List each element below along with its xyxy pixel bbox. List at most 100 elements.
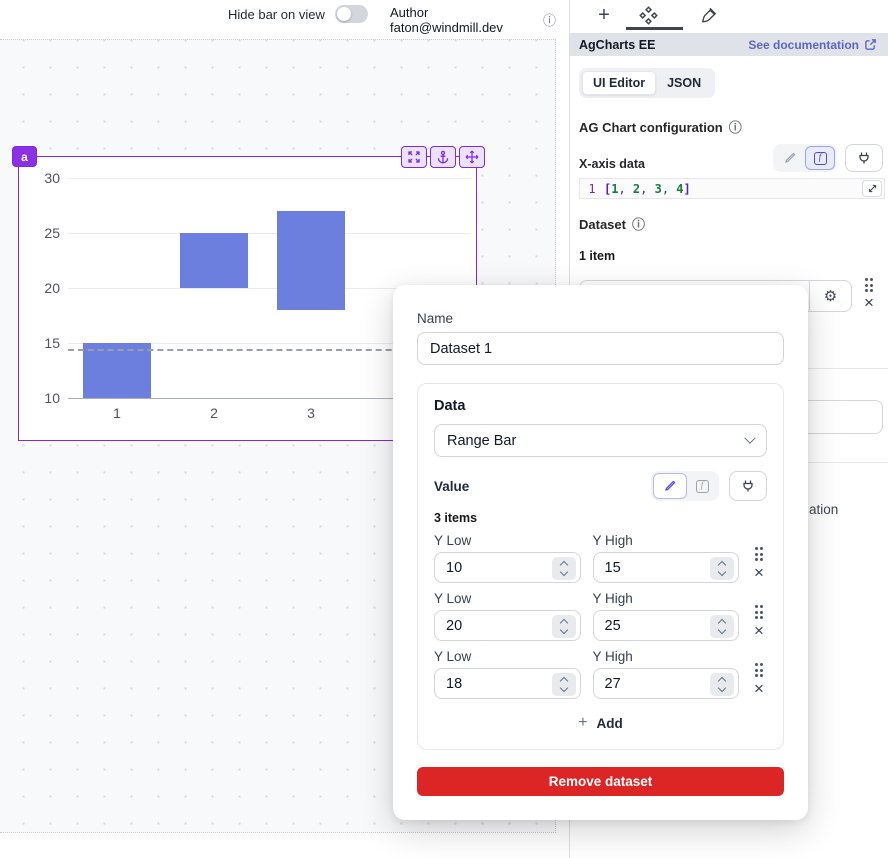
y-high-input[interactable]: [593, 559, 695, 576]
value-item-row: Y Low Y High ×: [434, 649, 767, 699]
data-section-title: Data: [434, 398, 466, 414]
hide-bar-group: Hide bar on view: [228, 5, 368, 23]
number-stepper[interactable]: [710, 556, 734, 580]
info-icon[interactable]: ⓘ: [542, 12, 556, 28]
drag-handle-icon[interactable]: [754, 605, 764, 619]
y-axis-tick-label: 15: [44, 335, 60, 351]
y-low-input[interactable]: [435, 675, 537, 692]
value-item-row: Y Low Y High ×: [434, 533, 767, 583]
styling-tab[interactable]: [696, 3, 720, 27]
row-rail: ×: [751, 649, 767, 699]
hide-bar-label: Hide bar on view: [228, 6, 325, 22]
pencil-function-group: f: [773, 144, 837, 172]
x-axis-tick-label: 3: [307, 405, 315, 421]
y-axis-tick-label: 10: [44, 390, 60, 406]
close-icon[interactable]: ×: [864, 293, 874, 312]
components-tab[interactable]: [636, 3, 660, 27]
name-label: Name: [417, 311, 454, 326]
code-token: 1: [611, 181, 619, 196]
dataset-title-label: Dataset: [579, 217, 626, 232]
code-token: 4: [676, 181, 684, 196]
see-documentation-link[interactable]: See documentation: [748, 38, 877, 52]
info-icon[interactable]: ⓘ: [728, 120, 742, 135]
static-edit-button[interactable]: [775, 146, 805, 170]
y-high-input[interactable]: [593, 675, 695, 692]
dataset-modal: Name Data Range Bar Value f: [393, 285, 808, 820]
topbar: Hide bar on view Author faton@windmill.d…: [0, 0, 556, 39]
components-icon: [638, 5, 658, 25]
connect-input-button[interactable]: [729, 471, 767, 501]
xaxis-data-label: X-axis data: [579, 157, 646, 171]
value-item-row: Y Low Y High ×: [434, 591, 767, 641]
y-high-label: Y High: [592, 649, 633, 664]
pencil-icon: [785, 152, 796, 163]
remove-dataset-button[interactable]: Remove dataset: [417, 767, 784, 796]
y-low-field: [434, 668, 581, 699]
number-stepper[interactable]: [710, 614, 734, 638]
data-type-select[interactable]: Range Bar: [434, 424, 767, 457]
selection-toolbar: [401, 146, 485, 168]
close-icon[interactable]: ×: [754, 563, 764, 582]
component-title: AgCharts EE: [579, 37, 656, 52]
plug-icon: [859, 152, 869, 164]
y-low-input[interactable]: [435, 617, 537, 634]
fullscreen-button[interactable]: [401, 146, 427, 168]
function-edit-button[interactable]: f: [805, 146, 835, 170]
author-group: Author faton@windmill.dev ⓘ: [390, 5, 556, 35]
config-title-label: AG Chart configuration: [579, 120, 723, 135]
add-item-button[interactable]: + Add: [434, 709, 767, 737]
connect-input-button[interactable]: [845, 144, 883, 172]
pencil-function-group: f: [651, 471, 719, 501]
dataset-settings-button[interactable]: ⚙: [809, 281, 851, 311]
chevron-down-icon: [744, 432, 756, 444]
stepper-down-icon: [559, 683, 568, 692]
y-axis-tick-label: 30: [44, 170, 60, 186]
number-stepper[interactable]: [551, 614, 576, 638]
dataset-row-rail: ×: [864, 278, 874, 312]
code-token: 3: [654, 181, 662, 196]
code-content: [1, 2, 3, 4]: [604, 182, 691, 196]
fullscreen-icon: [408, 151, 420, 163]
y-axis-tick-label: 25: [44, 225, 60, 241]
truncated-text: ation: [809, 502, 839, 517]
number-stepper[interactable]: [551, 672, 576, 696]
dashed-reference-line: [68, 348, 471, 351]
doc-link-label: See documentation: [748, 37, 859, 52]
code-token: ]: [683, 181, 691, 196]
dataset-name-input[interactable]: [417, 332, 784, 365]
y-low-input[interactable]: [435, 559, 537, 576]
drag-handle-icon[interactable]: [864, 278, 874, 292]
insert-tab[interactable]: +: [592, 3, 616, 27]
gridline: [68, 178, 471, 179]
function-edit-button[interactable]: f: [687, 474, 717, 498]
info-icon[interactable]: ⓘ: [631, 217, 645, 232]
dataset-section-title: Dataset ⓘ: [579, 217, 645, 232]
number-stepper[interactable]: [551, 556, 576, 580]
editor-mode-switch: UI Editor JSON: [579, 68, 716, 98]
number-stepper[interactable]: [710, 672, 734, 696]
code-token: ,: [661, 181, 677, 196]
anchor-button[interactable]: [430, 146, 456, 168]
y-high-input[interactable]: [593, 617, 695, 634]
y-high-label: Y High: [592, 591, 633, 606]
panel-tabs: +: [570, 0, 888, 30]
y-high-field: [592, 668, 739, 699]
drag-handle-icon[interactable]: [754, 663, 764, 677]
static-edit-button[interactable]: [653, 473, 687, 499]
paintbrush-icon: [701, 7, 716, 23]
tab-json[interactable]: JSON: [667, 76, 702, 90]
hide-bar-toggle[interactable]: [334, 5, 368, 23]
x-axis-tick-label: 2: [210, 405, 218, 421]
xaxis-code-editor[interactable]: 1 [1, 2, 3, 4]: [579, 178, 885, 199]
tab-ui-editor[interactable]: UI Editor: [582, 71, 657, 95]
config-section-title: AG Chart configuration ⓘ: [579, 120, 742, 135]
close-icon[interactable]: ×: [754, 679, 764, 698]
close-icon[interactable]: ×: [754, 621, 764, 640]
y-high-field: [592, 552, 739, 583]
toggle-knob: [336, 7, 351, 21]
value-input-mode-buttons: f: [651, 471, 767, 501]
move-button[interactable]: [459, 146, 485, 168]
drag-handle-icon[interactable]: [754, 547, 764, 561]
expand-editor-button[interactable]: [862, 180, 882, 197]
range-bar: [83, 343, 151, 398]
